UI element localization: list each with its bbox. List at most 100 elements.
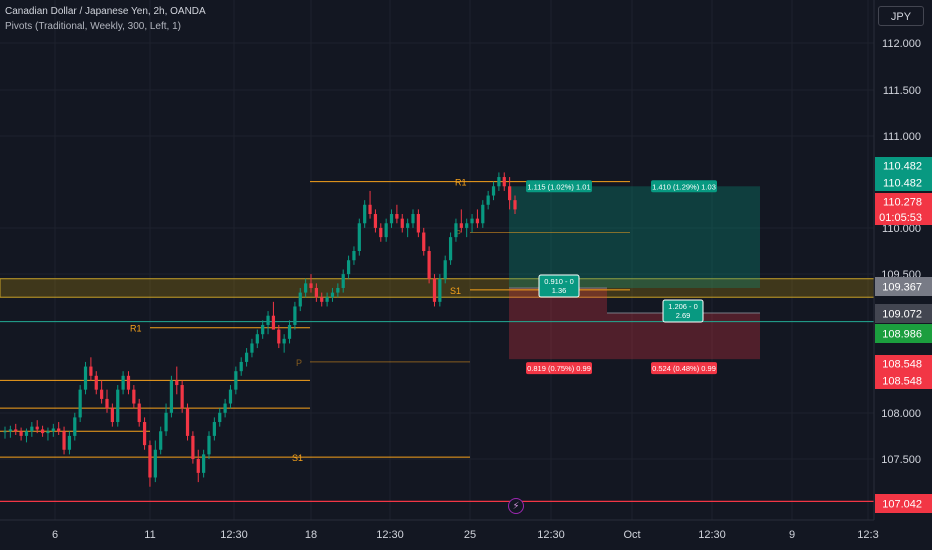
candle-body: [180, 385, 184, 409]
candle-body: [411, 214, 415, 224]
time-axis-bg: [0, 520, 874, 550]
position-label-text: 2.69: [676, 311, 691, 320]
candle-body: [266, 315, 270, 325]
pivot-label: P: [455, 229, 461, 239]
price-axis-label: [875, 355, 932, 372]
candle-body: [83, 366, 88, 390]
price-tick-label: 111.000: [883, 131, 921, 143]
candle-body: [341, 274, 345, 288]
candle-body: [357, 223, 361, 251]
price-axis-label: [875, 372, 932, 389]
candle-body: [298, 292, 302, 307]
flash-icon[interactable]: ⚡: [508, 498, 524, 514]
position-target-label: 1.115 (1.02%) 1.01: [526, 180, 592, 193]
candle-body: [502, 177, 506, 187]
candle-body: [352, 251, 356, 261]
candle-body: [363, 204, 367, 224]
position-ratio-label: 1.206 - 02.69: [662, 299, 704, 323]
time-tick-label: 12:30: [376, 529, 404, 541]
candle-body: [250, 343, 254, 353]
candle-body: [62, 431, 66, 450]
time-tick-label: 12:30: [537, 529, 565, 541]
candle-body: [19, 431, 23, 436]
price-axis-label: [875, 193, 932, 210]
time-tick-label: 9: [789, 529, 795, 541]
candle-body: [373, 214, 378, 228]
candle-body: [416, 214, 420, 233]
candle-body: [110, 408, 114, 423]
currency-button[interactable]: JPY: [878, 6, 924, 26]
candle-body: [142, 422, 147, 446]
candle-body: [169, 380, 174, 413]
candle-body: [486, 195, 490, 205]
pivot-label: R1: [455, 178, 467, 188]
candle-body: [14, 429, 18, 432]
candle-body: [497, 177, 501, 187]
candle-body: [422, 232, 426, 251]
candle-body: [46, 431, 50, 434]
candle-body: [406, 223, 410, 228]
price-axis-label-text: 108.986: [882, 329, 922, 341]
candle-body: [223, 403, 227, 413]
time-tick-label: 25: [464, 529, 476, 541]
time-tick-label: 12:30: [698, 529, 726, 541]
price-axis-bg: [874, 0, 932, 550]
candle-body: [164, 412, 168, 432]
candle-body: [438, 278, 442, 302]
candle-body: [57, 428, 61, 432]
candle-body: [126, 375, 131, 390]
candle-body: [202, 454, 206, 473]
candle-body: [427, 251, 431, 279]
candle-body: [287, 324, 292, 339]
candle-body: [261, 324, 265, 335]
price-tick-label: 110.000: [882, 223, 921, 235]
position-stop-label: 0.524 (0.48%) 0.99: [651, 362, 717, 375]
pivot-label: S1: [450, 286, 461, 296]
time-tick-label: 6: [52, 529, 58, 541]
candle-body: [491, 186, 496, 196]
candle-body: [8, 429, 12, 432]
symbol-title[interactable]: Canadian Dollar / Japanese Yen, 2h, OAND…: [5, 6, 206, 17]
position-label-text: 0.524 (0.48%) 0.99: [652, 364, 716, 373]
position-ratio-label: 0.910 - 01.36: [538, 274, 580, 298]
position-profit-zone: [509, 186, 760, 288]
candle-body: [277, 329, 281, 344]
price-axis-label: [875, 209, 932, 225]
candle-body: [368, 204, 372, 215]
candle-body: [116, 389, 120, 423]
position-label-text: 1.36: [552, 286, 567, 295]
time-tick-label: 11: [144, 529, 155, 541]
position-label-text: 1.410 (1.29%) 1.03: [652, 182, 716, 191]
price-tick-label: 111.500: [883, 85, 921, 97]
candle-body: [207, 435, 211, 455]
candle-body: [481, 204, 485, 224]
position-label-text: 1.206 - 0: [668, 302, 698, 311]
indicator-legend[interactable]: Pivots (Traditional, Weekly, 300, Left, …: [5, 21, 182, 32]
candle-body: [51, 428, 55, 432]
candle-body: [470, 218, 474, 224]
candle-body: [105, 398, 109, 409]
candle-body: [78, 389, 82, 418]
candle-body: [30, 426, 34, 432]
candle-body: [271, 315, 276, 330]
candle-body: [513, 200, 517, 210]
candle-body: [234, 371, 238, 390]
candle-body: [432, 278, 437, 302]
price-axis-label: [875, 157, 932, 174]
candle-body: [239, 361, 243, 372]
candle-body: [191, 435, 195, 459]
candle-body: [325, 297, 329, 302]
price-tick-label: 112.000: [882, 38, 921, 50]
candle-body: [379, 227, 383, 238]
candle-body: [94, 375, 98, 390]
position-label-text: 1.115 (1.02%) 1.01: [527, 182, 590, 191]
candle-body: [282, 338, 286, 344]
candle-body: [293, 306, 297, 325]
candle-body: [40, 429, 45, 434]
candle-body: [389, 214, 394, 224]
candle-body: [400, 218, 404, 228]
price-axis-label-text: 01:05:53: [879, 212, 922, 224]
candle-body: [137, 403, 141, 423]
candle-body: [35, 426, 39, 430]
